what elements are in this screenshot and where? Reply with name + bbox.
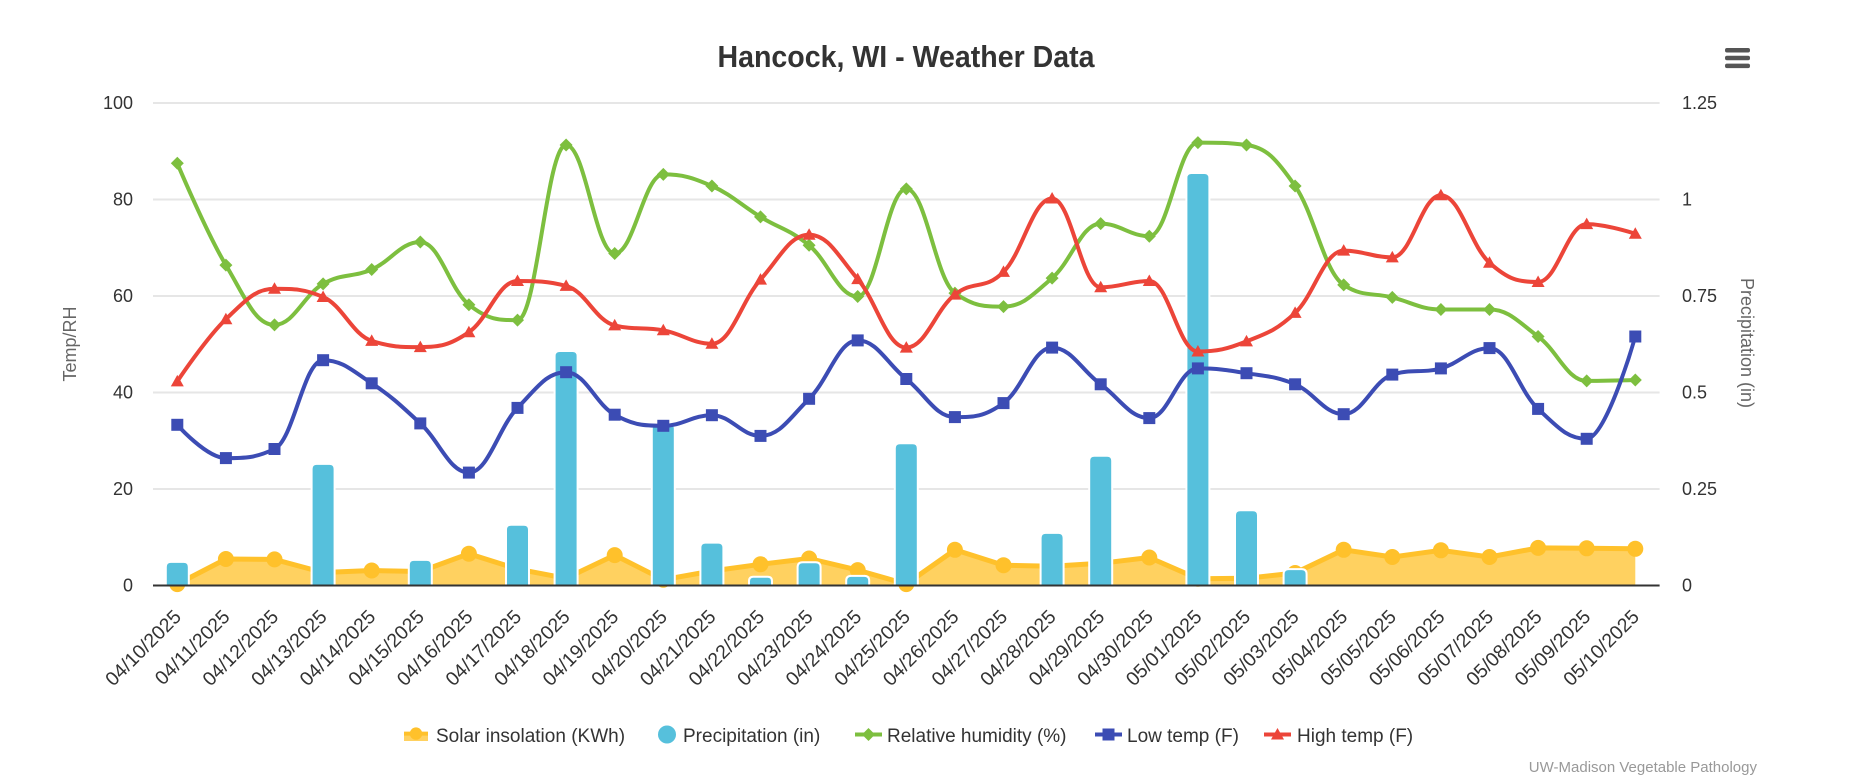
svg-text:60: 60 [113, 286, 133, 306]
svg-text:Relative humidity (%): Relative humidity (%) [887, 726, 1067, 747]
svg-text:0.25: 0.25 [1682, 479, 1717, 499]
svg-text:Precipitation (in): Precipitation (in) [683, 726, 820, 747]
svg-text:Temp/RH: Temp/RH [60, 306, 80, 381]
svg-text:0.5: 0.5 [1682, 383, 1707, 403]
svg-text:0: 0 [1682, 576, 1692, 596]
svg-text:20: 20 [113, 479, 133, 499]
svg-text:Precipitation (in): Precipitation (in) [1737, 278, 1757, 408]
svg-text:Low temp (F): Low temp (F) [1127, 726, 1239, 747]
svg-text:Hancock, WI - Weather Data: Hancock, WI - Weather Data [718, 39, 1096, 74]
svg-text:UW-Madison Vegetable Pathology: UW-Madison Vegetable Pathology [1529, 759, 1758, 776]
svg-text:0.75: 0.75 [1682, 286, 1717, 306]
svg-text:40: 40 [113, 383, 133, 403]
svg-text:100: 100 [103, 93, 133, 113]
svg-text:1: 1 [1682, 190, 1692, 210]
svg-text:High temp (F): High temp (F) [1297, 726, 1413, 747]
svg-text:0: 0 [123, 576, 133, 596]
svg-text:80: 80 [113, 190, 133, 210]
svg-text:Solar insolation (KWh): Solar insolation (KWh) [436, 726, 625, 747]
svg-text:1.25: 1.25 [1682, 93, 1717, 113]
